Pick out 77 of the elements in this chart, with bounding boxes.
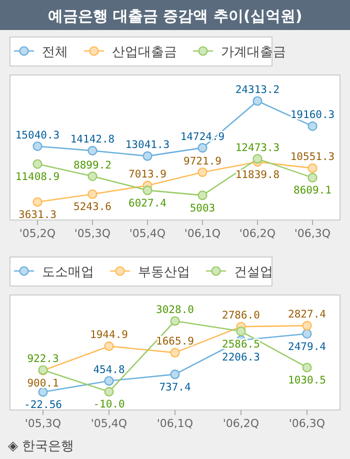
point [142, 151, 152, 161]
x-tick-label: '05,3Q [74, 227, 111, 240]
point [88, 146, 98, 156]
point [104, 341, 114, 352]
point [104, 386, 114, 397]
data-label: 12473.3 [235, 142, 280, 154]
point [104, 376, 114, 386]
x-tick-label: '06,3Q [294, 227, 331, 240]
point [88, 189, 98, 199]
data-label: -10.0 [93, 398, 125, 411]
point [142, 186, 152, 196]
data-label: 11839.8 [235, 168, 280, 181]
text: ◈ 한국은행 [8, 439, 74, 454]
data-label: 7013.9 [128, 168, 166, 180]
point [308, 121, 318, 131]
point [198, 143, 208, 153]
legend-label: 도소매업 [42, 265, 94, 280]
legend-label: 전체 [42, 45, 68, 60]
data-label: 737.4 [159, 381, 191, 394]
point [198, 167, 208, 178]
point [302, 328, 312, 339]
data-label: 2786.0 [222, 310, 260, 322]
data-label: 10551.3 [290, 151, 335, 164]
data-label: 19160.3 [290, 109, 335, 122]
point [170, 370, 180, 380]
point [302, 362, 312, 372]
data-label: 1944.9 [90, 329, 128, 342]
legend-label: 건설업 [234, 265, 273, 280]
x-tick-label: '05,4Q [129, 227, 166, 240]
data-label: 900.1 [27, 378, 59, 390]
data-label: 922.3 [27, 353, 59, 366]
data-label: 9721.9 [184, 155, 222, 168]
x-tick-label: '05,3Q [24, 417, 62, 430]
point [32, 141, 42, 152]
legend-label: 산업대출금 [112, 45, 177, 60]
data-label: 1030.5 [288, 374, 326, 386]
x-tick-label: '06,1Q [156, 417, 194, 430]
data-label: 6027.4 [128, 197, 166, 210]
point [308, 172, 318, 182]
data-label: 24313.2 [235, 84, 280, 96]
data-label: 5243.6 [74, 201, 112, 214]
data-label: 13041.3 [125, 139, 170, 152]
point [236, 326, 246, 336]
point [170, 348, 180, 358]
point [252, 96, 262, 106]
x-tick-label: '06,2Q [222, 417, 260, 430]
data-label: 11408.9 [15, 171, 60, 184]
point [170, 316, 180, 326]
data-label: -22.56 [24, 399, 62, 411]
point [198, 190, 208, 200]
data-label: 2206.3 [222, 351, 260, 364]
data-label: 2479.4 [288, 340, 326, 353]
data-label: 5003 [190, 202, 216, 214]
x-tick-label: '06,2Q [239, 227, 276, 240]
legend-label: 가계대출금 [221, 45, 286, 60]
x-tick-label: '06,3Q [288, 417, 326, 430]
data-label: 8899.2 [74, 159, 112, 172]
x-tick-label: '05,4Q [90, 417, 128, 430]
point [302, 320, 312, 330]
data-label: 15040.3 [15, 129, 60, 142]
x-tick-label: '06,1Q [184, 227, 221, 240]
point [88, 171, 98, 182]
point [32, 159, 42, 169]
data-label: 8609.1 [294, 184, 332, 197]
point [32, 197, 42, 207]
data-label: 454.8 [93, 364, 125, 376]
data-label: 2827.4 [288, 308, 326, 321]
data-label: 14142.8 [70, 134, 115, 146]
point [38, 387, 48, 397]
data-label: 3631.3 [18, 209, 56, 221]
x-tick-label: '05,2Q [19, 227, 56, 240]
point [252, 154, 262, 164]
chart-title: 예금은행 대출금 증감액 추이(십억원) [48, 7, 302, 25]
data-label: 3028.0 [156, 304, 194, 316]
data-label: 1665.9 [156, 336, 194, 348]
point [308, 163, 318, 174]
legend-label: 부동산업 [138, 265, 190, 280]
